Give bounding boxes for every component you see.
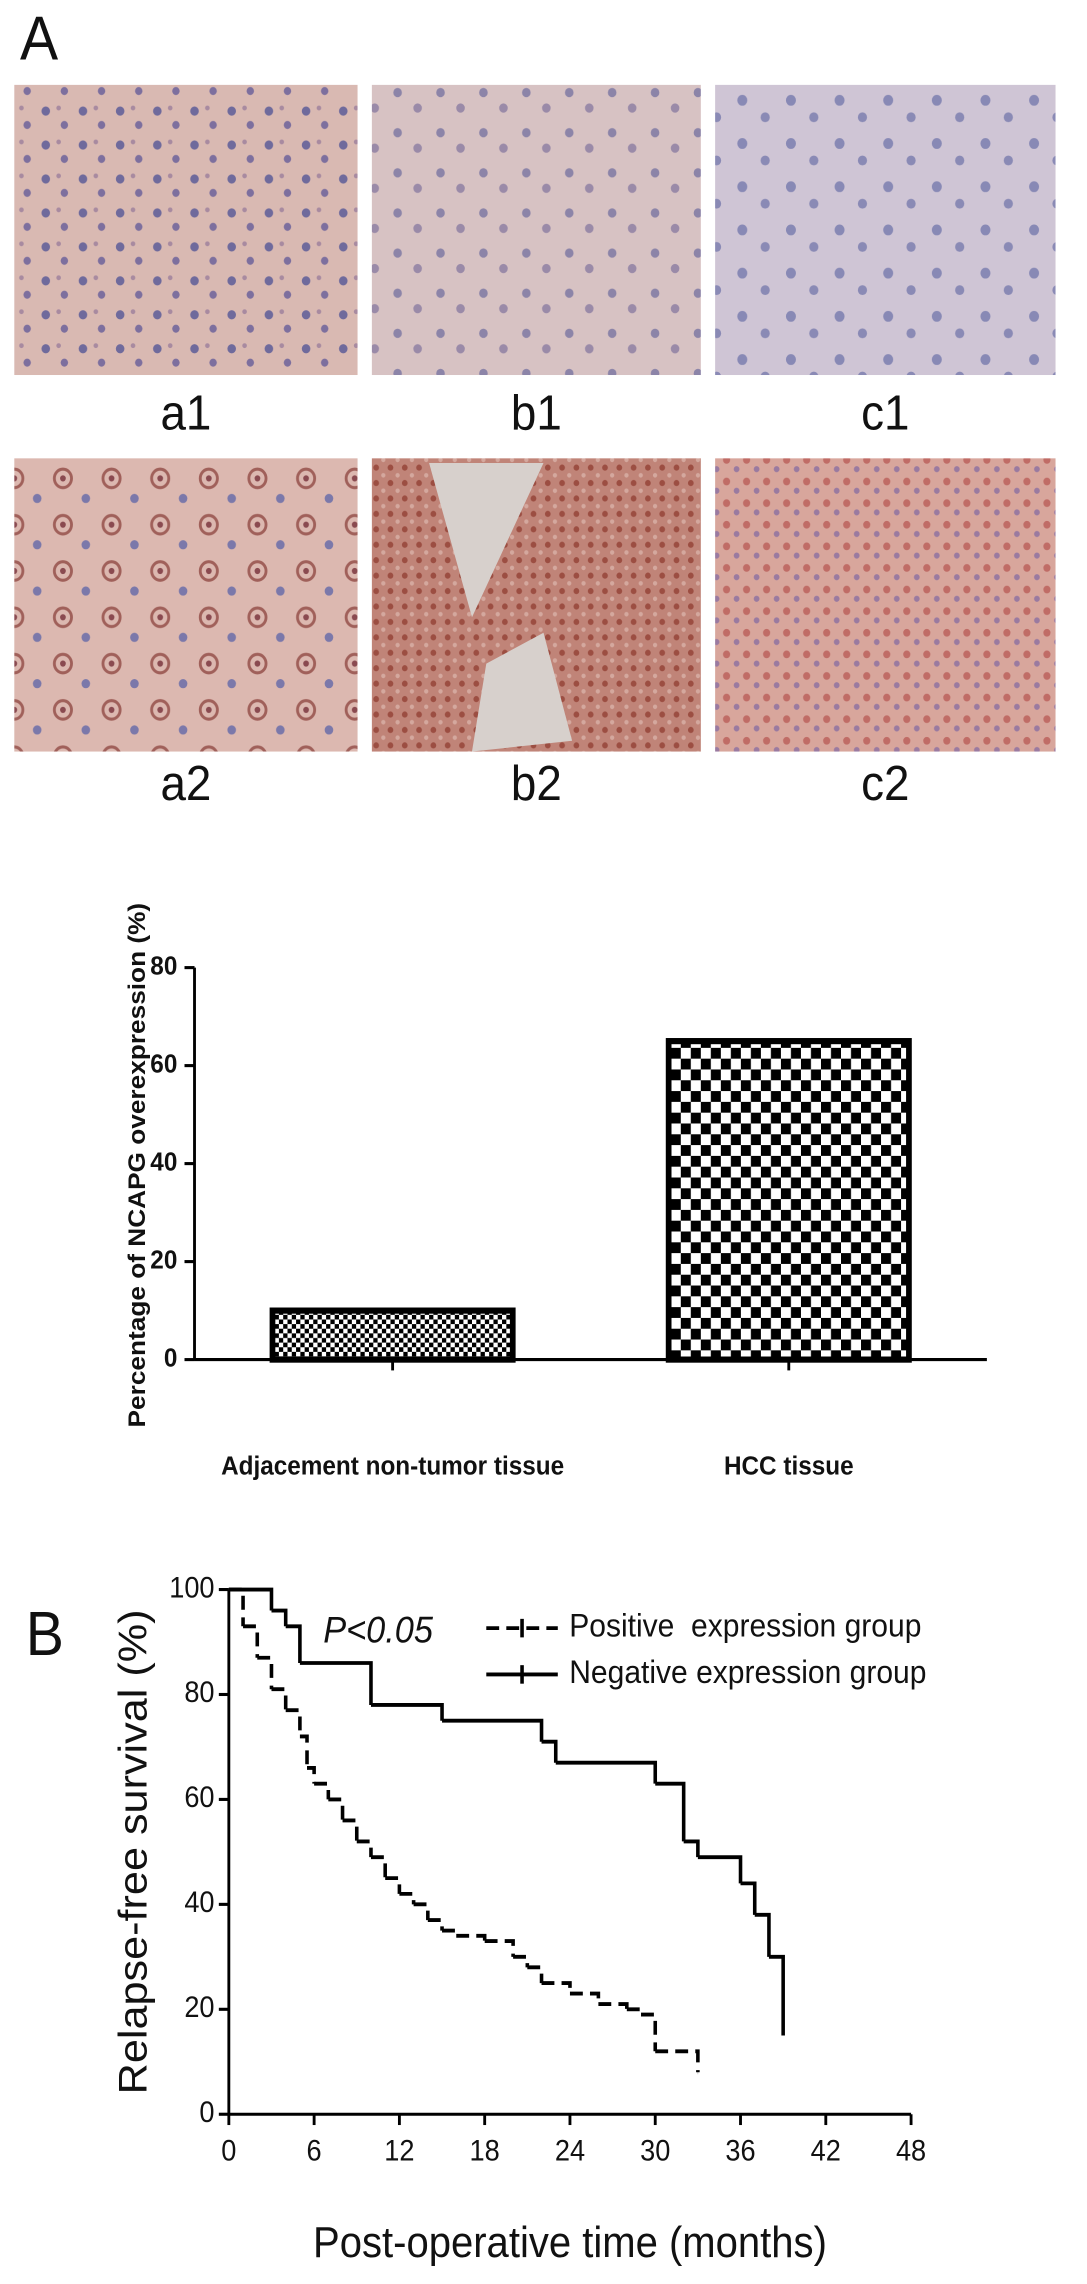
legend-label: Positive expression group — [569, 1608, 921, 1644]
micrograph — [715, 458, 1056, 752]
image-caption: b2 — [511, 757, 562, 812]
legend-label: Negative expression group — [569, 1654, 926, 1690]
y-tick-label: 40 — [184, 1885, 214, 1918]
survival-step — [655, 1781, 686, 1842]
survival-step — [271, 1608, 288, 1627]
survival-step — [484, 1939, 515, 1957]
x-tick-label: 30 — [640, 2134, 670, 2167]
x-tick-label: 36 — [725, 2134, 755, 2167]
survival-step — [314, 1781, 331, 1800]
survival-step — [697, 1855, 743, 1884]
y-tick-label: 0 — [199, 2095, 214, 2128]
y-tick-label: 60 — [184, 1780, 214, 1813]
survival-step — [683, 1839, 700, 1858]
y-tick-label: 100 — [169, 1570, 214, 1603]
survival-step — [541, 1981, 572, 1994]
survival-step — [299, 1661, 373, 1705]
x-tick-label: Adjacement non-tumor tissue — [221, 1452, 564, 1481]
survival-step — [285, 1624, 302, 1663]
survival-step — [655, 2049, 700, 2073]
x-tick-label: 42 — [811, 2134, 841, 2167]
panel-label: A — [20, 4, 58, 73]
image-caption: a1 — [160, 386, 211, 441]
y-tick-label: 80 — [184, 1675, 214, 1708]
y-tick-label: 80 — [150, 952, 177, 981]
panel-label: B — [26, 1599, 64, 1668]
survival-step — [513, 1954, 530, 1968]
survival-step — [299, 1734, 309, 1768]
survival-step — [307, 1766, 316, 1784]
survival-step — [370, 1703, 444, 1721]
micrograph — [14, 458, 358, 752]
x-tick-label: 24 — [555, 2134, 585, 2167]
y-tick-label: 60 — [150, 1050, 177, 1079]
x-tick-label: 18 — [470, 2134, 500, 2167]
survival-step — [243, 1624, 260, 1658]
survival-step — [370, 1855, 387, 1879]
survival-step — [328, 1797, 345, 1821]
survival-step — [442, 1928, 459, 1936]
x-tick-label: 0 — [221, 2134, 236, 2167]
annotation: P<0.05 — [323, 1609, 433, 1650]
y-tick-label: 40 — [150, 1148, 177, 1177]
bar — [269, 1307, 516, 1363]
micrograph — [14, 84, 358, 376]
x-tick-label: 6 — [307, 2134, 322, 2167]
image-caption: c2 — [861, 757, 909, 812]
survival-step — [442, 1718, 544, 1742]
x-tick-label: HCC tissue — [724, 1452, 854, 1481]
survival-step — [271, 1687, 288, 1711]
survival-step — [413, 1902, 430, 1921]
micrograph-void — [429, 462, 573, 752]
survival-step — [427, 1918, 444, 1931]
y-axis-label: Relapse-free survival (%) — [110, 1609, 155, 2094]
survival-step — [356, 1839, 373, 1858]
survival-step — [598, 2002, 629, 2010]
survival-step — [740, 1881, 757, 1915]
x-tick-label: 12 — [384, 2134, 414, 2167]
micrograph — [371, 84, 701, 376]
y-tick-label: 0 — [164, 1344, 178, 1373]
survival-step — [285, 1708, 302, 1737]
survival-step — [569, 1991, 601, 2005]
survival-step — [555, 1760, 658, 1784]
survival-step — [527, 1965, 544, 1984]
survival-step — [342, 1818, 359, 1842]
survival-step — [257, 1655, 274, 1690]
y-tick-label: 20 — [184, 1990, 214, 2023]
x-axis-label: Post-operative time (months) — [313, 2217, 827, 2266]
survival-step — [385, 1876, 402, 1894]
image-caption: c1 — [861, 386, 909, 441]
y-axis-label: Percentage of NCAPG overexpression (%) — [124, 903, 151, 1428]
x-tick-label: 48 — [896, 2134, 926, 2167]
image-caption: a2 — [160, 757, 211, 812]
survival-step — [456, 1933, 487, 1942]
survival-step — [641, 2012, 658, 2052]
survival-step — [754, 1912, 771, 1957]
bar — [665, 1038, 912, 1363]
survival-step — [228, 1587, 274, 1611]
survival-step — [768, 1954, 785, 2036]
survival-step — [399, 1891, 416, 1905]
survival-step — [626, 2007, 643, 2015]
micrograph — [715, 84, 1056, 376]
survival-step — [541, 1739, 558, 1763]
y-tick-label: 20 — [150, 1246, 177, 1275]
survival-step — [228, 1587, 245, 1627]
image-caption: b1 — [511, 386, 562, 441]
